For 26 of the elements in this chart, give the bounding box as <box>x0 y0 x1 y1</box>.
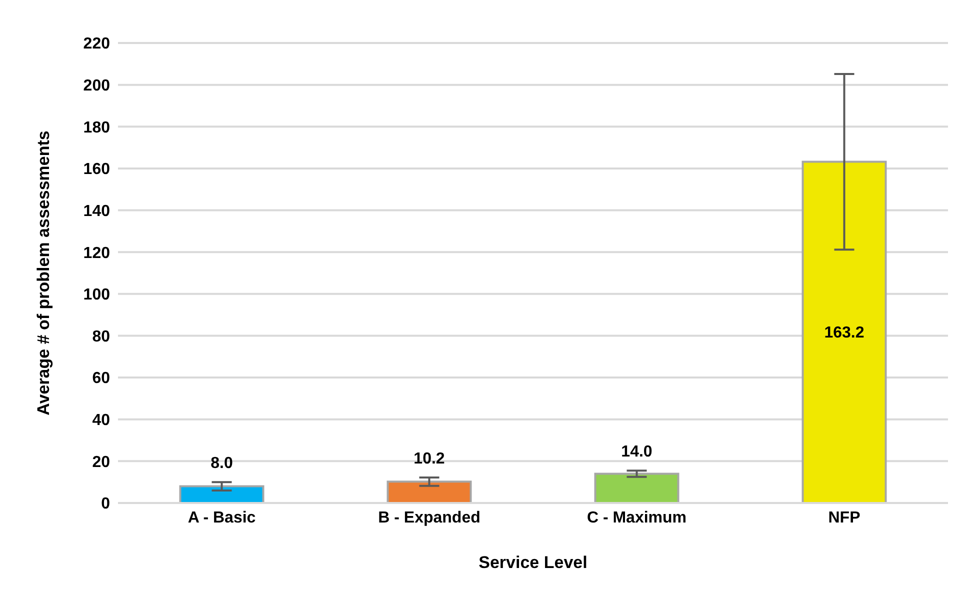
bar <box>179 485 264 503</box>
data-label: 163.2 <box>824 324 864 342</box>
y-tick-label: 140 <box>83 202 110 220</box>
y-tick-label: 220 <box>83 36 110 53</box>
y-tick-label: 0 <box>101 496 110 513</box>
bar <box>386 480 472 503</box>
bar <box>802 160 887 503</box>
data-label: 10.2 <box>414 450 445 468</box>
y-tick-label: 60 <box>92 370 110 388</box>
y-tick-label: 160 <box>83 161 110 178</box>
y-tick-label: 180 <box>83 119 110 136</box>
x-tick-label: NFP <box>828 509 861 526</box>
bar <box>594 472 680 503</box>
data-label: 8.0 <box>210 454 233 472</box>
y-tick-label: 100 <box>83 286 110 304</box>
y-tick-label: 80 <box>92 328 110 346</box>
y-axis-title: Average # of problem assessments <box>34 130 54 416</box>
x-tick-label: B - Expanded <box>378 509 480 526</box>
x-tick-label: A - Basic <box>188 509 256 526</box>
y-tick-label: 120 <box>83 244 110 262</box>
y-tick-label: 40 <box>92 412 110 430</box>
x-tick-label: C - Maximum <box>586 509 687 526</box>
data-label: 14.0 <box>621 444 652 461</box>
y-tick-label: 20 <box>92 454 110 471</box>
x-axis-title: Service Level <box>478 553 588 572</box>
y-tick-label: 200 <box>83 78 110 94</box>
